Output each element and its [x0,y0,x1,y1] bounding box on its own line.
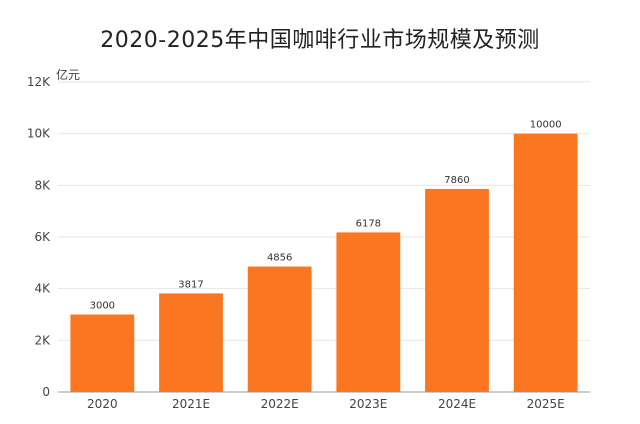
bar-value-label: 4856 [267,253,292,264]
y-tick-label: 4K [34,282,51,296]
bar [159,293,223,392]
y-tick-label: 12K [27,75,51,89]
x-tick-label: 2022E [261,397,299,411]
y-tick-label: 8K [34,178,51,192]
y-tick-label: 0 [42,385,50,399]
x-tick-label: 2020 [87,397,118,411]
x-tick-label: 2021E [172,397,210,411]
bar-value-label: 7860 [444,175,469,186]
bar-value-label: 10000 [530,120,562,131]
y-tick-label: 2K [34,333,51,347]
bar [247,266,312,392]
x-tick-label: 2024E [438,397,476,411]
bar-value-label: 3000 [90,301,115,312]
bar [70,314,135,392]
y-axis-unit-label: 亿元 [56,68,81,82]
chart-title: 2020-2025年中国咖啡行业市场规模及预测 [100,28,540,53]
bar [513,133,578,392]
bar-value-label: 6178 [356,218,381,229]
y-tick-label: 6K [34,230,51,244]
x-tick-label: 2025E [527,397,565,411]
y-tick-label: 10K [27,127,51,141]
x-tick-label: 2023E [349,397,387,411]
bar [425,188,489,392]
bar-value-label: 3817 [178,279,203,290]
bar [336,232,401,392]
